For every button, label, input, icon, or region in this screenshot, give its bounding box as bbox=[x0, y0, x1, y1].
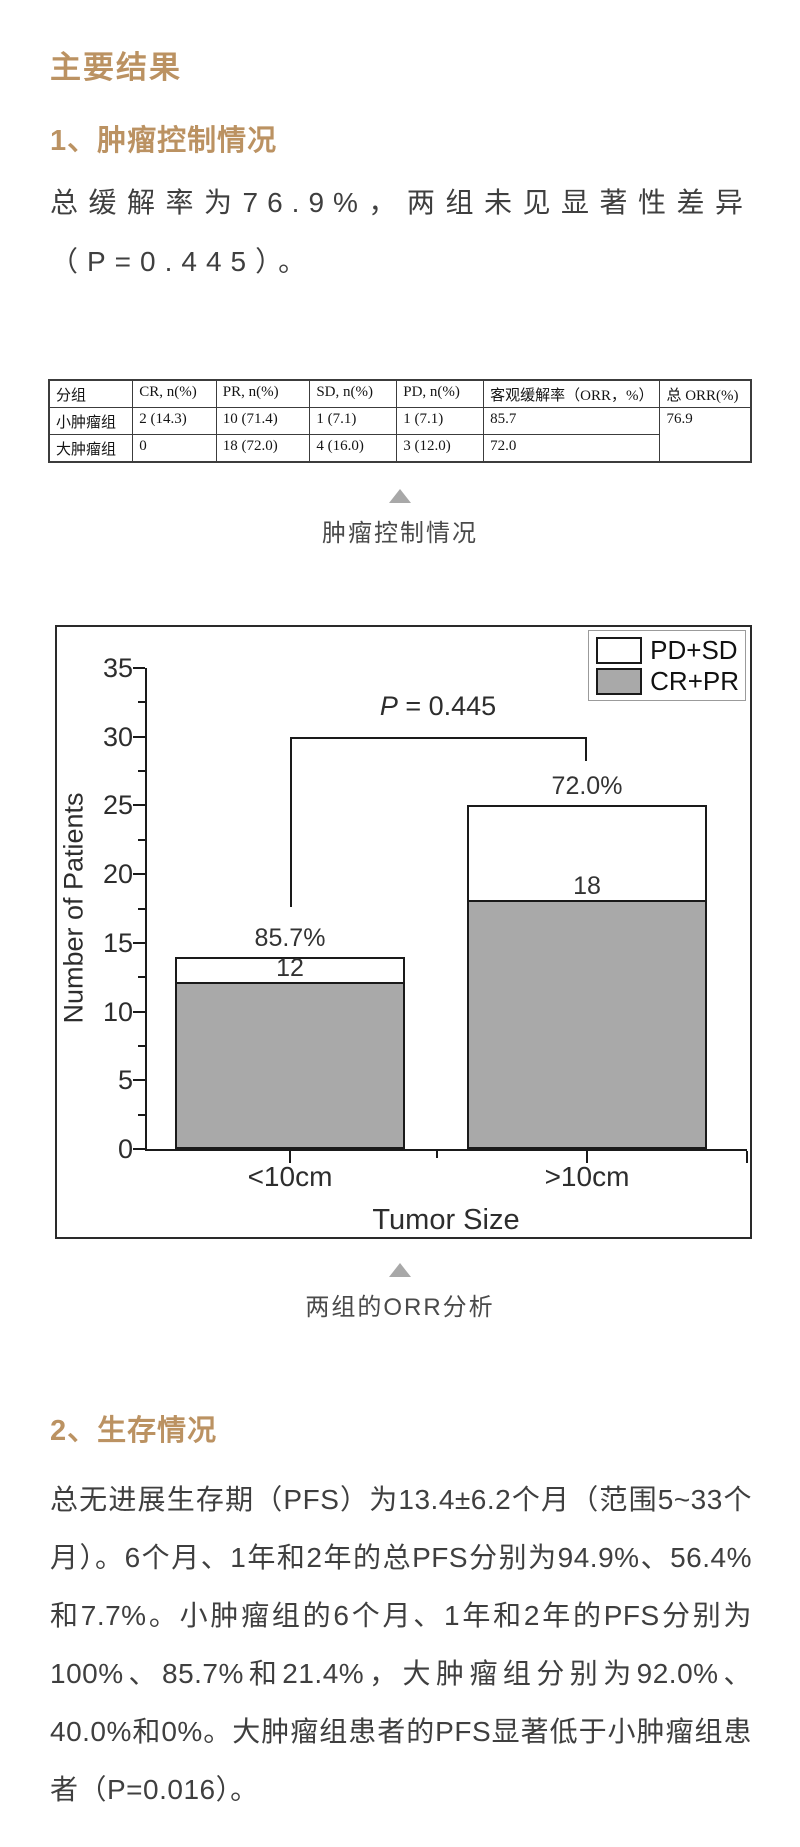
cell-sd: 4 (16.0) bbox=[309, 434, 398, 463]
caption-arrow-icon bbox=[389, 1263, 411, 1277]
y-major-tick bbox=[133, 1079, 145, 1082]
x-major-tick bbox=[289, 1151, 291, 1163]
chart-y-axis-title: Number of Patients bbox=[58, 792, 89, 1024]
y-tick-label: 20 bbox=[102, 859, 133, 890]
y-minor-tick bbox=[138, 838, 145, 841]
x-major-tick bbox=[746, 1151, 748, 1163]
bar-segment-crpr bbox=[177, 982, 403, 1147]
col-header-pd: PD, n(%) bbox=[396, 379, 485, 408]
col-header-pr: PR, n(%) bbox=[215, 379, 311, 408]
chart-p-value-annotation: P = 0.445 bbox=[379, 691, 497, 721]
bar-percent-label: 85.7% bbox=[254, 923, 326, 952]
y-axis-line bbox=[145, 668, 147, 1151]
y-tick-label: 35 bbox=[102, 653, 133, 683]
y-major-tick bbox=[133, 804, 145, 807]
caption-arrow-icon bbox=[389, 489, 411, 503]
y-tick-label: 30 bbox=[102, 721, 133, 752]
p-bracket-right-leg bbox=[585, 736, 587, 762]
cell-pd: 3 (12.0) bbox=[396, 434, 485, 463]
stacked-bar-<10cm bbox=[175, 956, 405, 1149]
section-2-paragraph: 总无进展生存期（PFS）为13.4±6.2个月（范围5~33个月）。6个月、1年… bbox=[50, 1484, 753, 1805]
y-minor-tick bbox=[138, 1044, 145, 1047]
y-tick-label: 0 bbox=[117, 1134, 133, 1164]
cell-orr: 85.7 bbox=[483, 407, 661, 435]
y-minor-tick bbox=[138, 976, 145, 979]
y-minor-tick bbox=[138, 770, 145, 773]
chart-legend: PD+SD CR+PR bbox=[588, 630, 746, 701]
figure-2-caption-block: 两组的ORR分析 bbox=[48, 1263, 752, 1323]
cell-group: 大肿瘤组 bbox=[48, 434, 134, 463]
bar-count-label: 12 bbox=[276, 954, 304, 983]
cell-pr: 18 (72.0) bbox=[215, 434, 311, 463]
page-title: 主要结果 bbox=[50, 50, 182, 85]
y-tick-label: 5 bbox=[117, 1065, 133, 1096]
stacked-bar->10cm bbox=[467, 805, 707, 1149]
y-major-tick bbox=[133, 735, 145, 738]
legend-swatch-white-icon bbox=[596, 636, 643, 664]
legend-entry-pdsd: PD+SD bbox=[596, 636, 739, 664]
x-major-tick bbox=[586, 1151, 588, 1163]
section-2-heading: 2、生存情况 bbox=[50, 1415, 218, 1447]
cell-pd: 1 (7.1) bbox=[396, 407, 485, 435]
y-minor-tick bbox=[138, 907, 145, 910]
y-minor-tick bbox=[138, 701, 145, 704]
col-header-sd: SD, n(%) bbox=[309, 379, 398, 408]
x-minor-tick bbox=[436, 1151, 438, 1158]
section-1-heading: 1、肿瘤控制情况 bbox=[50, 125, 278, 157]
cell-group: 小肿瘤组 bbox=[48, 407, 134, 435]
y-major-tick bbox=[133, 667, 145, 669]
col-header-cr: CR, n(%) bbox=[132, 379, 217, 408]
y-tick-label: 15 bbox=[102, 927, 133, 958]
cell-cr: 2 (14.3) bbox=[132, 407, 217, 435]
y-major-tick bbox=[133, 873, 145, 876]
article-body: 主要结果 1、肿瘤控制情况 总缓解率为76.9%，两组未见显著性差异（P=0.4… bbox=[0, 42, 800, 1819]
p-bracket-left-leg bbox=[290, 736, 292, 908]
figure-1-caption-block: 肿瘤控制情况 bbox=[48, 489, 752, 549]
y-major-tick bbox=[133, 941, 145, 944]
section-1-paragraph: 总缓解率为76.9%，两组未见显著性差异（P=0.445）。 bbox=[50, 187, 752, 277]
cell-sd: 1 (7.1) bbox=[309, 407, 398, 435]
y-tick-label: 10 bbox=[102, 996, 133, 1027]
figure-2-caption: 两组的ORR分析 bbox=[305, 1294, 495, 1321]
cell-orr: 72.0 bbox=[483, 434, 661, 463]
chart-x-axis-title: Tumor Size bbox=[372, 1204, 520, 1236]
y-major-tick bbox=[133, 1148, 145, 1150]
table-row: 大肿瘤组 0 18 (72.0) 4 (16.0) 3 (12.0) 72.0 bbox=[48, 434, 751, 463]
legend-swatch-gray-icon bbox=[596, 667, 643, 695]
orr-results-table: 分组 CR, n(%) PR, n(%) SD, n(%) PD, n(%) 客… bbox=[48, 379, 752, 463]
cell-total-orr: 76.9 bbox=[659, 407, 752, 463]
cell-cr: 0 bbox=[132, 434, 217, 463]
legend-label-pdsd: PD+SD bbox=[650, 635, 738, 665]
col-header-total-orr: 总 ORR(%) bbox=[659, 379, 752, 408]
col-header-orr: 客观缓解率（ORR，%） bbox=[483, 379, 661, 408]
x-axis-line bbox=[145, 1149, 747, 1151]
bar-count-label: 18 bbox=[573, 871, 601, 900]
chart-x-category-large: >10cm bbox=[544, 1161, 630, 1192]
col-header-group: 分组 bbox=[48, 379, 134, 408]
y-minor-tick bbox=[138, 1113, 145, 1116]
p-bracket-horizontal bbox=[290, 736, 587, 739]
table-header-row: 分组 CR, n(%) PR, n(%) SD, n(%) PD, n(%) 客… bbox=[48, 379, 752, 408]
figure-1-caption: 肿瘤控制情况 bbox=[322, 520, 478, 547]
legend-label-crpr: CR+PR bbox=[650, 666, 739, 696]
legend-entry-crpr: CR+PR bbox=[596, 667, 739, 695]
table-row: 小肿瘤组 2 (14.3) 10 (71.4) 1 (7.1) 1 (7.1) … bbox=[48, 407, 752, 463]
orr-bar-chart: Number of Patients P = 0.445 <10cm >10cm… bbox=[55, 625, 752, 1239]
bar-percent-label: 72.0% bbox=[551, 772, 623, 801]
chart-x-category-small: <10cm bbox=[247, 1161, 333, 1192]
bar-segment-crpr bbox=[469, 899, 705, 1147]
y-tick-label: 25 bbox=[102, 790, 133, 821]
cell-pr: 10 (71.4) bbox=[215, 407, 311, 435]
y-major-tick bbox=[133, 1010, 145, 1013]
